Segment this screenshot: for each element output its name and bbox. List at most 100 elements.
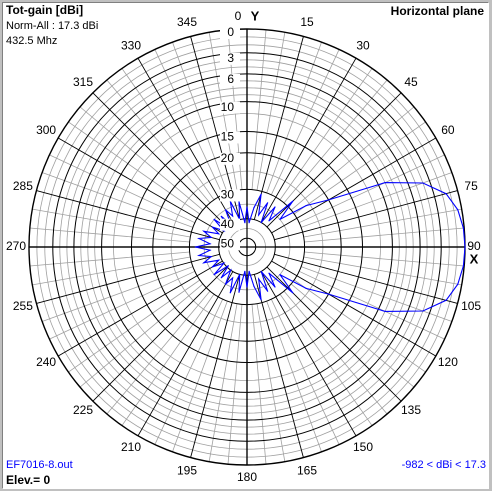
angle-tick-label: 330 [121, 38, 141, 52]
radial-tick-label: 30 [221, 188, 235, 202]
pattern-point [422, 182, 424, 184]
angle-tick-label: 270 [6, 239, 26, 253]
pattern-point [384, 182, 386, 184]
radial-tick-label: 0 [227, 25, 234, 39]
pattern-point [198, 237, 200, 240]
grid-minor-spoke [304, 227, 465, 243]
grid-minor-spoke [68, 121, 201, 215]
pattern-point [213, 218, 215, 220]
grid-minor-spoke [293, 121, 426, 215]
pattern-point [211, 226, 213, 228]
chart-title: Tot-gain [dBi] [6, 3, 84, 17]
pattern-point [229, 292, 231, 294]
angle-tick-label: 255 [13, 299, 33, 313]
grid-major-spoke [92, 266, 228, 402]
radial-tick-bg [220, 189, 240, 202]
pattern-point [258, 214, 260, 216]
pattern-point [244, 270, 246, 272]
pattern-point [267, 290, 269, 292]
pattern-point [445, 299, 447, 301]
grid-minor-spoke [256, 32, 286, 191]
pattern-point [248, 270, 250, 272]
pattern-point [224, 209, 227, 211]
pattern-point [209, 243, 211, 245]
pattern-point [328, 293, 330, 295]
pattern-point [230, 269, 232, 271]
pattern-point [223, 262, 225, 264]
grid-minor-spoke [172, 42, 228, 194]
radial-tick-bg [220, 27, 240, 39]
grid-minor-spoke [303, 208, 462, 238]
grid-minor-spoke [298, 154, 445, 224]
pattern-point [224, 283, 227, 285]
grid-minor-spoke [154, 298, 224, 445]
grid-minor-spoke [303, 256, 462, 286]
grid-minor-spoke [121, 293, 215, 426]
grid-minor-spoke [266, 42, 322, 194]
pattern-point [253, 207, 255, 209]
pattern-point [209, 249, 211, 251]
radial-tick-label: 20 [221, 151, 235, 165]
grid-major-spoke [57, 137, 223, 234]
grid-major-spoke [190, 36, 241, 220]
angle-tick-label: 180 [237, 470, 257, 484]
grid-minor-spoke [29, 227, 190, 243]
angle-tick-label: 75 [464, 179, 478, 193]
grid-minor-spoke [79, 283, 204, 388]
grid-major-spoke [137, 271, 234, 437]
pattern-point [292, 292, 294, 294]
pattern-point [305, 287, 307, 289]
pattern-point [274, 206, 276, 208]
pattern-point [268, 272, 270, 274]
pattern-point [305, 205, 307, 207]
pattern-point [232, 215, 234, 217]
angle-tick-label: 120 [438, 355, 458, 369]
grid-minor-spoke [300, 172, 452, 228]
radial-tick-label: 15 [221, 130, 235, 144]
pattern-point [211, 266, 213, 268]
grid-minor-spoke [106, 79, 211, 204]
frequency-info: 432.5 Mhz [6, 35, 58, 47]
grid-major-spoke [137, 57, 234, 223]
grid-minor-spoke [266, 300, 322, 452]
pattern-point [462, 227, 464, 229]
grid-minor-spoke [270, 298, 340, 445]
grid-major-spoke [57, 260, 223, 357]
pattern-point [260, 270, 262, 273]
pattern-point [274, 286, 276, 288]
grid-major-spoke [271, 137, 437, 234]
angle-tick-label: 285 [13, 179, 33, 193]
grid-minor-spoke [29, 251, 190, 267]
radial-tick-bg [220, 152, 240, 165]
grid-minor-spoke [227, 304, 243, 465]
angle-tick-label: 225 [73, 403, 93, 417]
pattern-point [462, 265, 464, 267]
pattern-point [203, 262, 205, 264]
grid-minor-spoke [49, 154, 196, 224]
grid-major-spoke [36, 253, 220, 304]
grid-major-spoke [253, 36, 304, 220]
pattern-point [267, 202, 269, 204]
radial-tick-bg [220, 218, 240, 231]
grid-major-spoke [253, 274, 304, 458]
pattern-point [210, 256, 212, 258]
radial-tick-bg [220, 238, 240, 251]
angle-tick-label: 240 [36, 355, 56, 369]
radial-tick-label: 6 [227, 72, 234, 86]
pattern-point [253, 285, 255, 287]
pattern-point [268, 220, 270, 222]
angle-tick-label: 345 [177, 15, 197, 29]
angle-tick-label: 45 [404, 75, 418, 89]
grid-minor-spoke [279, 293, 373, 426]
radial-tick-bg [220, 73, 240, 86]
grid-minor-spoke [251, 29, 267, 190]
grid-major-spoke [260, 271, 357, 437]
pattern-point [328, 199, 330, 201]
pattern-point [260, 193, 262, 195]
grid-minor-spoke [256, 303, 286, 462]
grid-minor-spoke [79, 106, 204, 211]
pattern-point [239, 273, 241, 275]
angle-tick-label: 300 [36, 123, 56, 137]
grid-major-spoke [274, 190, 458, 241]
